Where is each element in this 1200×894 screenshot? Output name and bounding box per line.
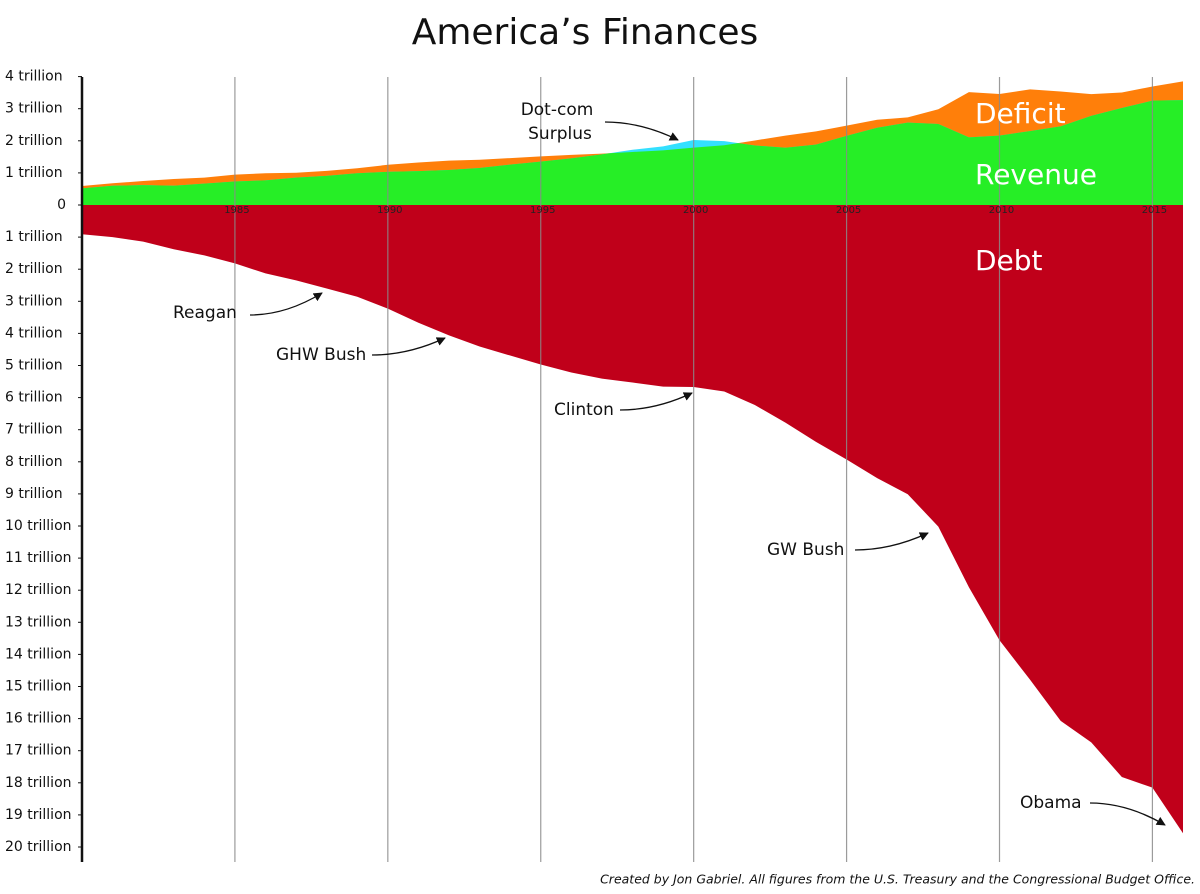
y-tick-label: 2 trillion [5, 261, 63, 277]
annotation: Obama [1020, 793, 1082, 813]
x-tick-label: 1985 [224, 205, 249, 216]
chart-title: America’s Finances [412, 12, 759, 53]
x-tick-label: 2010 [989, 205, 1014, 216]
annotation: Dot-com [521, 100, 594, 120]
y-tick-label: 8 trillion [5, 454, 63, 470]
annotation: Reagan [173, 303, 237, 323]
y-tick-label: 0 [57, 197, 66, 213]
x-tick-label: 1995 [530, 205, 555, 216]
annotation-arrow [854, 532, 929, 551]
y-tick-label: 6 trillion [5, 390, 63, 406]
source-note: Created by Jon Gabriel. All figures from… [600, 872, 1195, 887]
y-tick-label: 17 trillion [5, 743, 72, 759]
y-tick-label: 13 trillion [5, 614, 72, 630]
x-tick-label: 1990 [377, 205, 402, 216]
x-tick-label: 2000 [683, 205, 708, 216]
y-tick-label: 4 trillion [5, 69, 63, 85]
y-tick-label: 14 trillion [5, 646, 72, 662]
y-tick-label: 19 trillion [5, 807, 72, 823]
y-tick-label: 4 trillion [5, 325, 63, 341]
y-tick-label: 10 trillion [5, 518, 72, 534]
y-tick-label: 16 trillion [5, 711, 72, 727]
y-tick-label: 20 trillion [5, 839, 72, 855]
debt-area [82, 205, 1183, 834]
annotation: GW Bush [767, 540, 844, 560]
y-tick-label: 18 trillion [5, 775, 72, 791]
annotation-arrow [619, 392, 693, 411]
annotation-arrow [1089, 802, 1166, 826]
x-tick-label: 2015 [1142, 205, 1167, 216]
series-label: Deficit [975, 97, 1066, 130]
annotation: GHW Bush [276, 345, 366, 365]
annotation: Surplus [528, 124, 592, 144]
y-tick-label: 1 trillion [5, 165, 63, 181]
annotation-arrow [371, 337, 446, 356]
revenue-area [82, 100, 1183, 205]
y-tick-label: 9 trillion [5, 486, 63, 502]
y-tick-label: 15 trillion [5, 679, 72, 695]
annotation-arrow [249, 292, 323, 316]
annotation: Clinton [554, 400, 614, 420]
y-tick-label: 3 trillion [5, 101, 63, 117]
y-tick-label: 7 trillion [5, 422, 63, 438]
annotation-arrow [604, 121, 679, 141]
y-tick-label: 11 trillion [5, 550, 72, 566]
series-label: Debt [975, 244, 1043, 277]
y-tick-label: 5 trillion [5, 358, 63, 374]
y-tick-label: 12 trillion [5, 582, 72, 598]
y-tick-label: 2 trillion [5, 133, 63, 149]
series-label: Revenue [975, 158, 1097, 191]
x-tick-label: 2005 [836, 205, 861, 216]
y-tick-label: 3 trillion [5, 293, 63, 309]
y-tick-label: 1 trillion [5, 229, 63, 245]
